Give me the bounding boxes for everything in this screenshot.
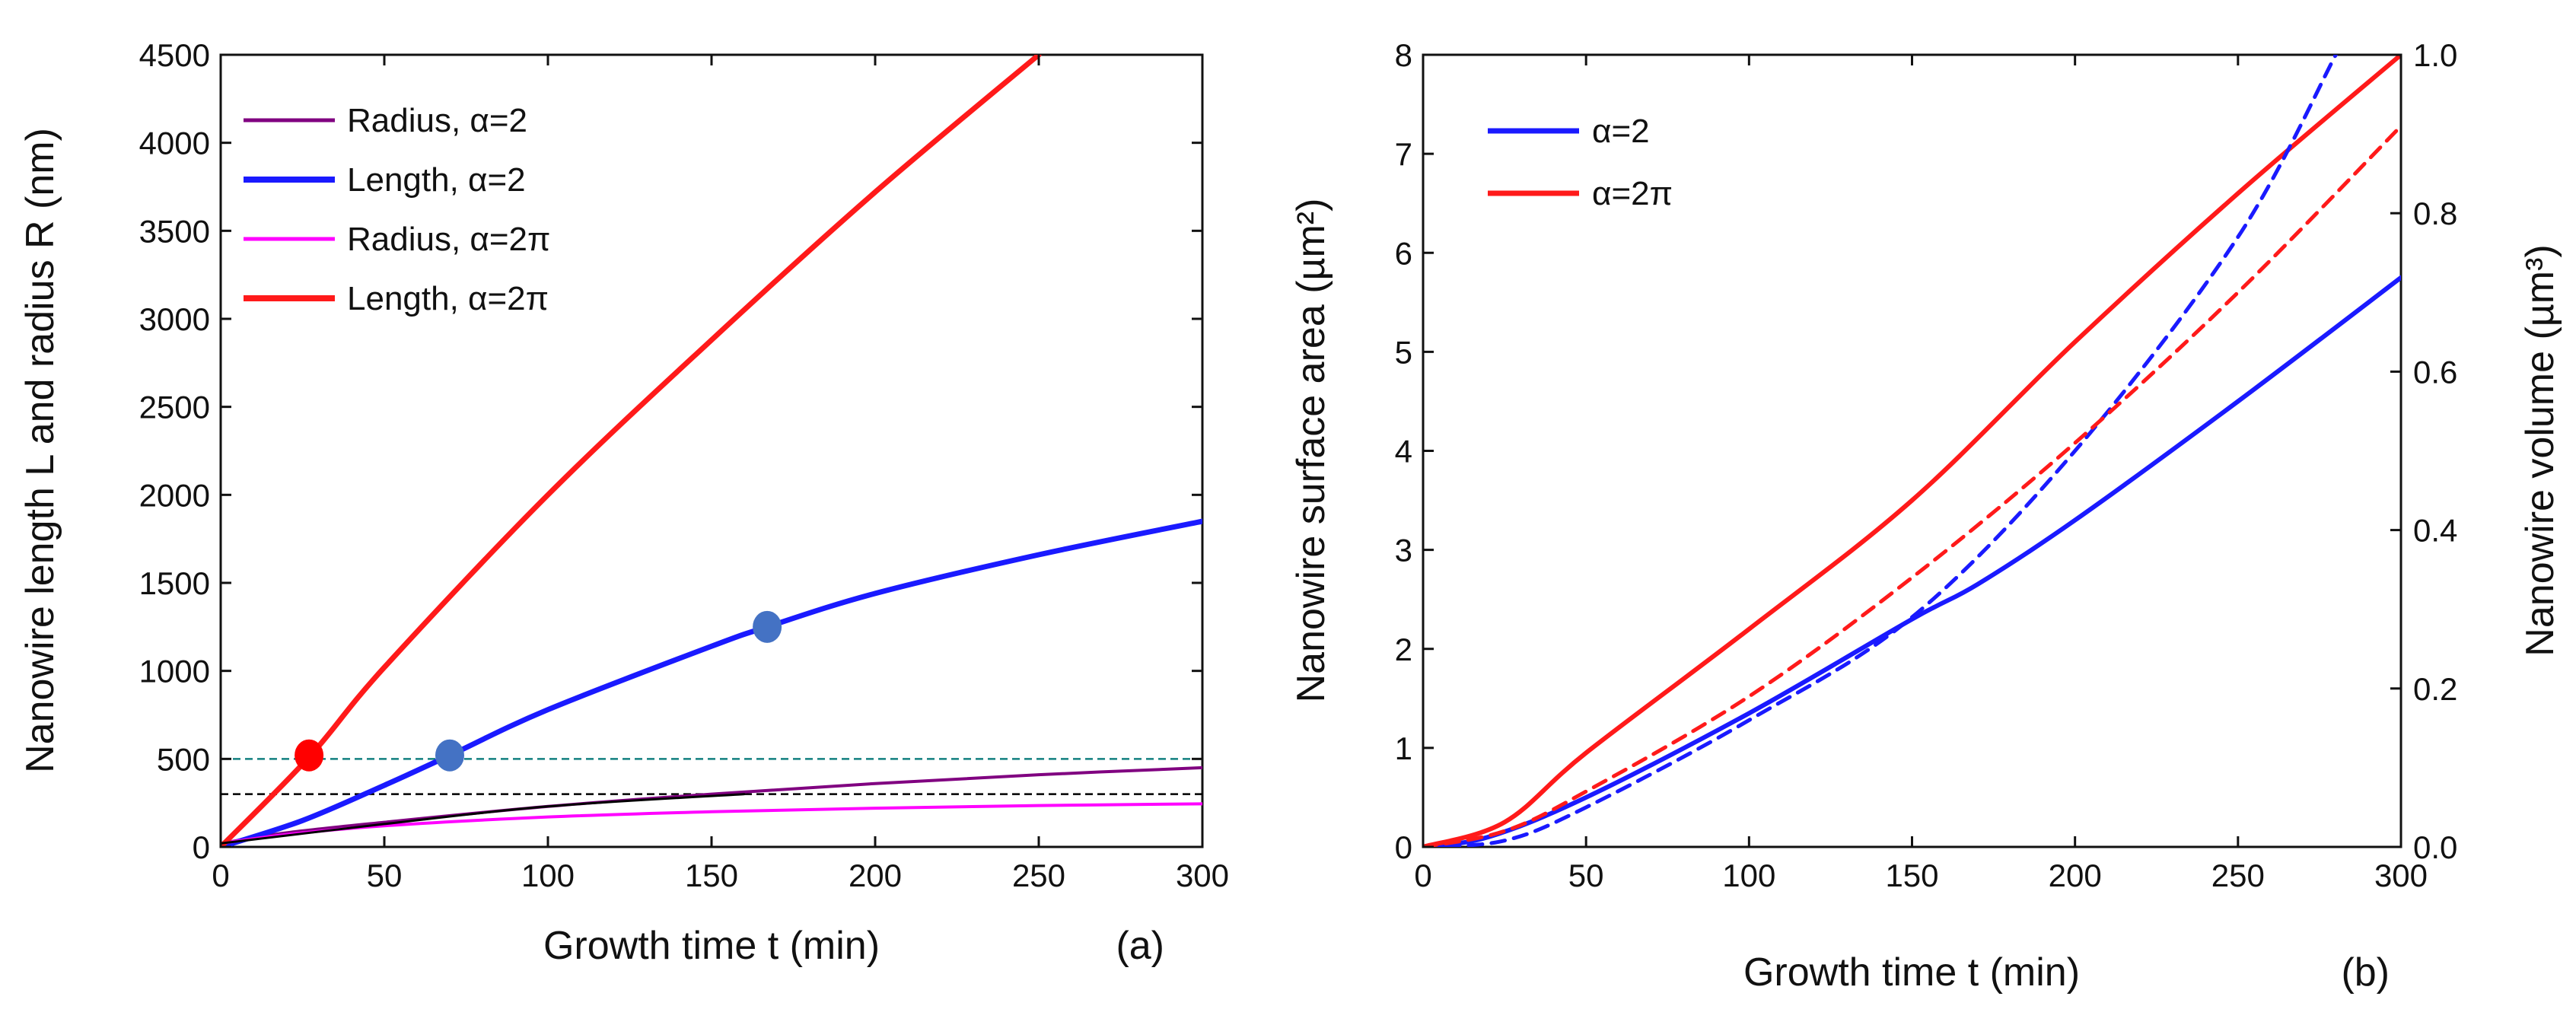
y-tick-label: 2000	[139, 477, 210, 513]
x-tick-label: 200	[2049, 858, 2102, 893]
y-axis-label-a: Nanowire length L and radius R (nm)	[18, 128, 62, 773]
x-tick-label: 100	[521, 858, 575, 893]
x-tick-label: 150	[685, 858, 738, 893]
y-axis-label-b: Nanowire surface area (µm²)	[1289, 199, 1333, 703]
y-tick-label: 3000	[139, 301, 210, 337]
x-tick-label: 50	[367, 858, 403, 893]
x-tick-label: 0	[212, 858, 229, 893]
y2-tick-label: 0.8	[2413, 196, 2457, 231]
series-line	[221, 766, 1202, 845]
y-tick-label: 500	[157, 741, 210, 777]
y-tick-label: 1	[1395, 730, 1412, 766]
x-axis-label-b: Growth time t (min)	[1743, 950, 2080, 995]
x-tick-label: 100	[1722, 858, 1775, 893]
x-tick-label: 150	[1885, 858, 1938, 893]
y-tick-label: 6	[1395, 235, 1412, 271]
volume-series-line	[1423, 124, 2401, 847]
y2-tick-label: 0.2	[2413, 671, 2457, 707]
y-tick-label: 5	[1395, 334, 1412, 370]
panel-a: 0 50 100 150 200 250 300 0 500 1000 1500 2000 2500 3…	[18, 37, 1229, 968]
y-tick-label: 4000	[139, 126, 210, 161]
series-line	[221, 518, 1202, 847]
legend-b: α=2 α=2π	[1488, 113, 1673, 212]
y-tick-label: 7	[1395, 136, 1412, 172]
panel-b: 0 50 100 150 200 250 300 0 1 2 3 4 5 6 7 8 0.0 0.2 0.4 0.…	[1289, 37, 2562, 995]
panel-label-b: (b)	[2341, 950, 2390, 995]
legend-label-length-a2: Length, α=2	[347, 161, 526, 199]
legend-label-length-a2pi: Length, α=2π	[347, 280, 549, 317]
legend-label-a2pi: α=2π	[1592, 175, 1673, 212]
x-tick-label: 250	[1012, 858, 1065, 893]
y-tick-label: 1000	[139, 654, 210, 689]
plot-frame-b	[1422, 53, 2402, 848]
x-tick-label: 250	[2211, 858, 2265, 893]
x-tick-label: 50	[1568, 858, 1604, 893]
y-tick-label: 4	[1395, 434, 1412, 469]
data-point-marker	[753, 610, 782, 643]
volume-series-line	[1423, 55, 2338, 847]
y-tick-label: 0	[193, 829, 210, 865]
y-tick-label: 8	[1395, 37, 1412, 73]
y2-tick-label: 0.6	[2413, 354, 2457, 390]
surface-series-line	[1423, 275, 2401, 847]
y-tick-label: 1500	[139, 565, 210, 601]
y-tick-label: 4500	[139, 37, 210, 73]
y-tick-label: 0	[1395, 829, 1412, 865]
y-tick-label: 2	[1395, 632, 1412, 667]
x-tick-label: 300	[2374, 858, 2428, 893]
y-tick-label: 3	[1395, 533, 1412, 568]
legend-label-a2: α=2	[1592, 113, 1650, 150]
y2-axis-label-b: Nanowire volume (µm³)	[2518, 244, 2562, 656]
x-tick-label: 0	[1414, 858, 1431, 893]
y-tick-label: 2500	[139, 390, 210, 425]
legend-a: Radius, α=2 Length, α=2 Radius, α=2π Len…	[244, 102, 550, 317]
legend-label-radius-a2pi: Radius, α=2π	[347, 221, 550, 258]
data-point-marker	[295, 739, 324, 772]
x-axis-label-a: Growth time t (min)	[543, 924, 880, 968]
x-tick-label: 200	[849, 858, 902, 893]
series-line	[221, 55, 1042, 847]
y2-tick-label: 0.4	[2413, 513, 2457, 549]
y-tick-label: 3500	[139, 213, 210, 249]
data-point-marker	[435, 739, 464, 772]
surface-series-line	[1423, 55, 2401, 847]
legend-label-radius-a2: Radius, α=2	[347, 102, 527, 139]
y2-tick-label: 1.0	[2413, 37, 2457, 73]
y2-tick-label: 0.0	[2413, 829, 2457, 865]
series-line	[221, 793, 746, 845]
x-tick-label: 300	[1176, 858, 1229, 893]
panel-label-a: (a)	[1116, 924, 1164, 968]
